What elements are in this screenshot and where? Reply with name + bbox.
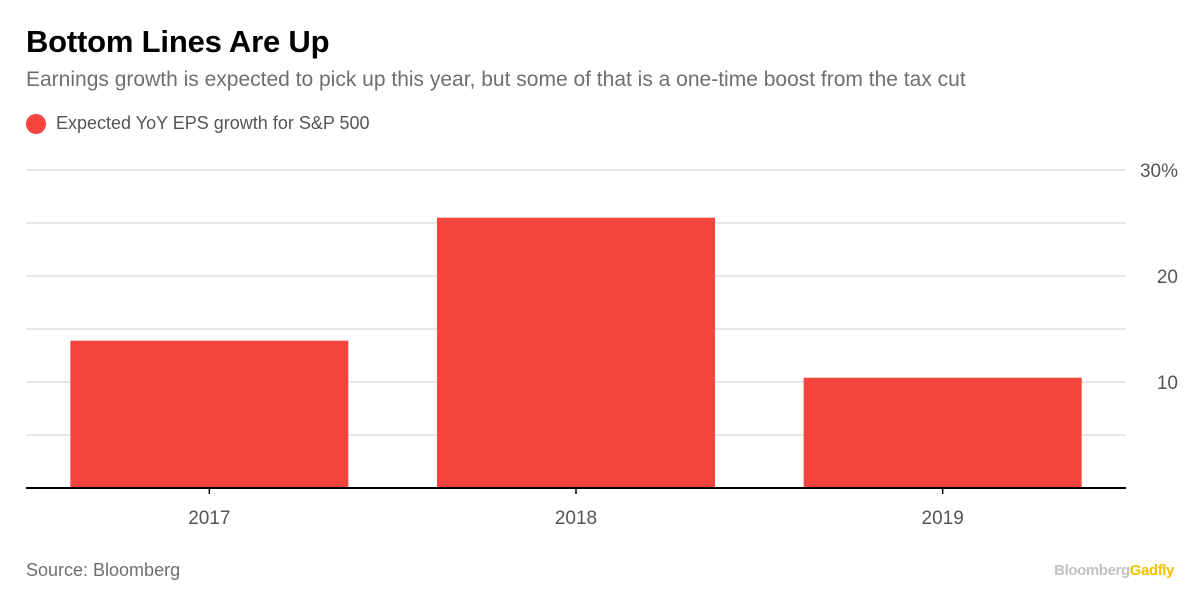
y-tick-label: 10 xyxy=(1157,373,1178,394)
bar xyxy=(437,217,715,488)
legend-swatch xyxy=(26,113,46,134)
legend-label: Expected YoY EPS growth for S&P 500 xyxy=(56,113,370,133)
x-tick-label: 2017 xyxy=(188,508,230,529)
x-tick-label: 2018 xyxy=(555,508,597,529)
x-tick-label: 2019 xyxy=(922,508,964,529)
chart-subtitle: Earnings growth is expected to pick up t… xyxy=(26,68,966,91)
brand-logo-bloomberg: Bloomberg xyxy=(1054,562,1130,579)
y-tick-label: 30% xyxy=(1140,161,1178,182)
brand-logo-gadfly: Gadfly xyxy=(1129,562,1175,579)
chart-title: Bottom Lines Are Up xyxy=(26,24,330,59)
bar xyxy=(70,340,349,488)
bars xyxy=(70,217,1082,488)
source-note: Source: Bloomberg xyxy=(26,560,181,580)
legend: Expected YoY EPS growth for S&P 500 xyxy=(26,113,370,134)
y-axis-ticks: 10 20 30% xyxy=(1140,161,1178,394)
bar xyxy=(803,377,1082,488)
y-tick-label: 20 xyxy=(1157,267,1178,288)
x-axis-ticks: 2017 2018 2019 xyxy=(188,488,964,529)
brand-logo: BloombergGadfly xyxy=(1054,562,1174,579)
